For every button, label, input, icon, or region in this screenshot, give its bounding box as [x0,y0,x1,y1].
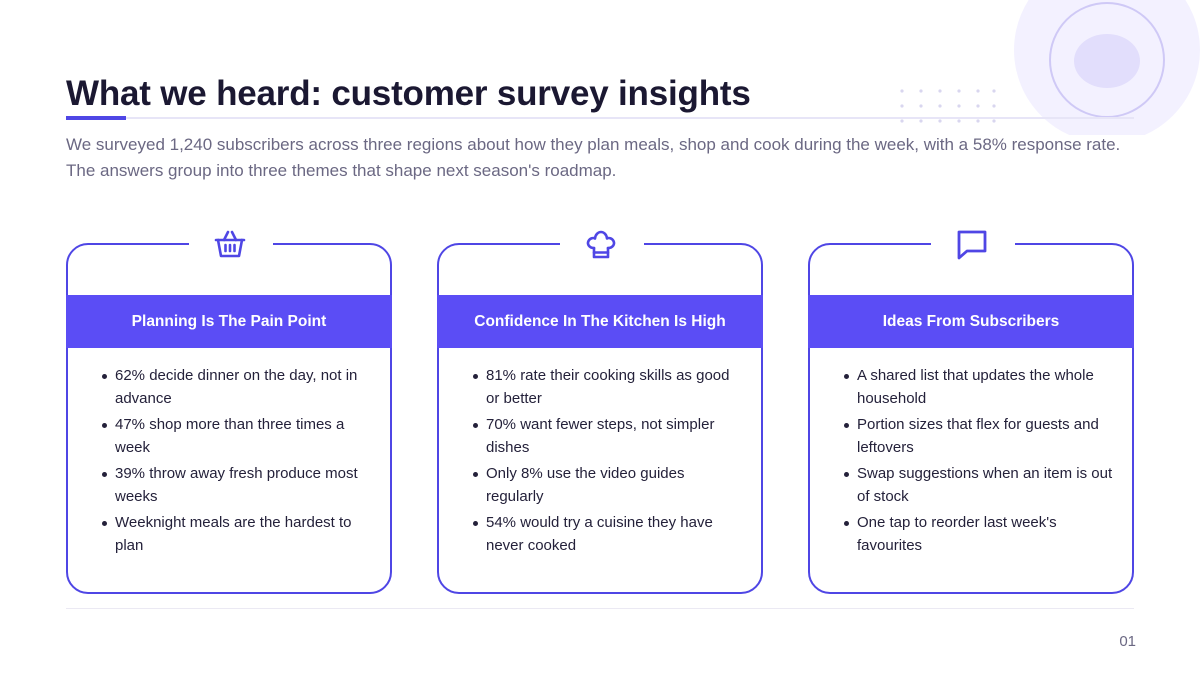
list-item: Weeknight meals are the hardest to plan [102,512,372,557]
intro-paragraph: We surveyed 1,240 subscribers across thr… [66,135,1121,180]
list-item: A shared list that updates the whole hou… [844,365,1114,410]
decorative-dot-grid [900,89,996,123]
list-item: One tap to reorder last week's favourite… [844,512,1114,557]
list-item: 81% rate their cooking skills as good or… [473,365,743,410]
insight-card-planning: Planning Is The Pain Point 62% decide di… [66,230,392,594]
message-icon [954,227,990,263]
list-item: Swap suggestions when an item is out of … [844,463,1114,508]
list-item: Portion sizes that flex for guests and l… [844,414,1114,459]
insight-card-ideas: Ideas From Subscribers A shared list tha… [808,230,1134,594]
chef-hat-icon [583,227,619,263]
card-heading: Ideas From Subscribers [808,295,1134,348]
title-divider [66,117,1134,119]
card-heading: Planning Is The Pain Point [66,295,392,348]
list-item: 39% throw away fresh produce most weeks [102,463,372,508]
basket-icon [212,227,248,263]
card-bullet-list: A shared list that updates the whole hou… [844,365,1114,561]
title-accent-bar [66,116,126,120]
list-item: 54% would try a cuisine they have never … [473,512,743,557]
footer-divider [66,608,1134,609]
insight-card-confidence: Confidence In The Kitchen Is High 81% ra… [437,230,763,594]
list-item: 62% decide dinner on the day, not in adv… [102,365,372,410]
decorative-circles [1014,0,1200,135]
card-heading: Confidence In The Kitchen Is High [437,295,763,348]
card-bullet-list: 62% decide dinner on the day, not in adv… [102,365,372,561]
list-item: Only 8% use the video guides regularly [473,463,743,508]
list-item: 47% shop more than three times a week [102,414,372,459]
page-number: 01 [1119,633,1136,650]
list-item: 70% want fewer steps, not simpler dishes [473,414,743,459]
card-bullet-list: 81% rate their cooking skills as good or… [473,365,743,561]
page-title: What we heard: customer survey insights [66,74,751,113]
